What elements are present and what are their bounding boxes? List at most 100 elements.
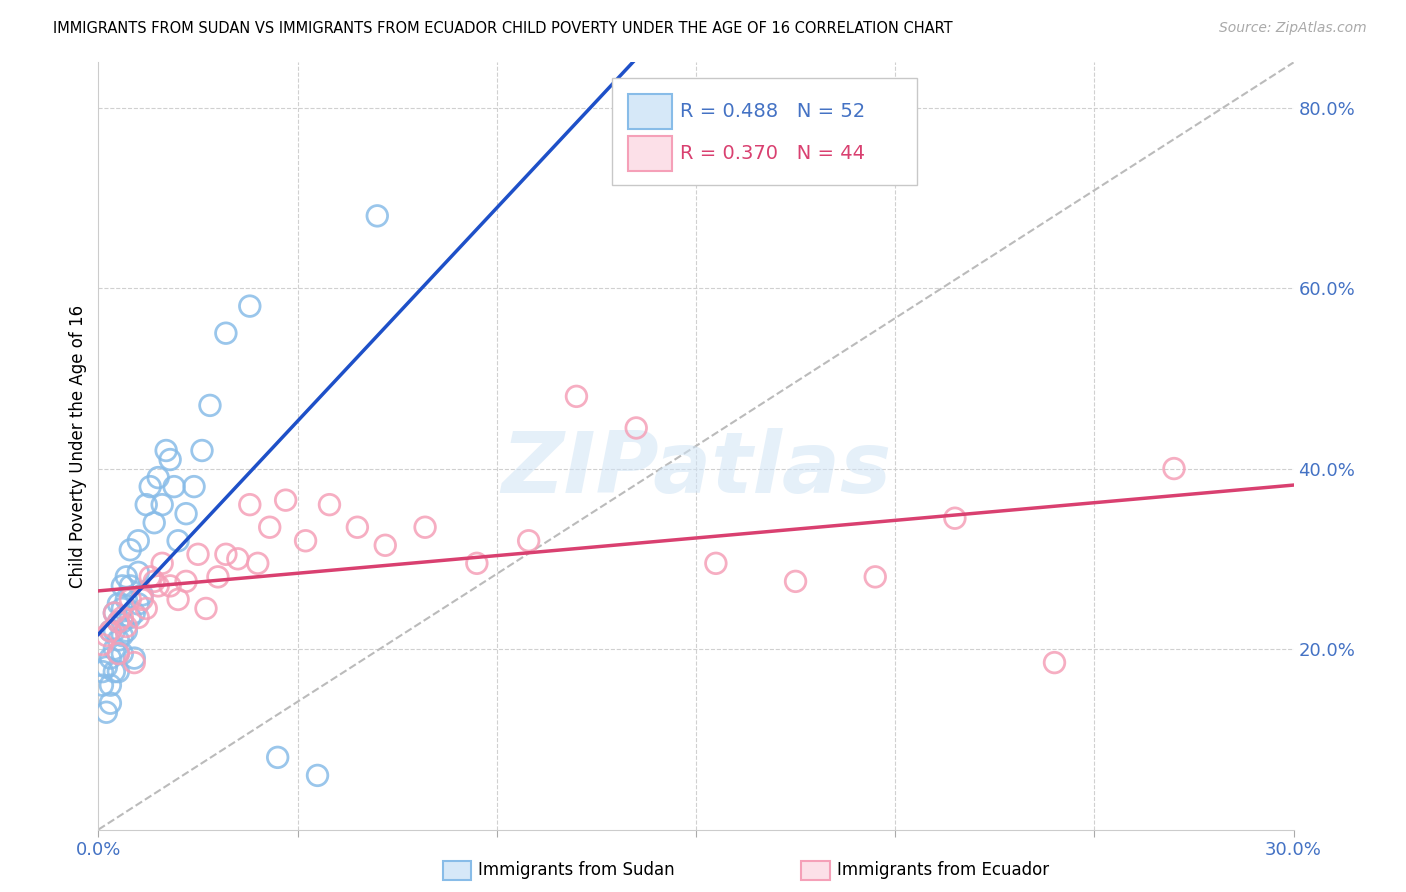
Point (107, 647, 129, 661)
Point (785, 574, 807, 589)
Point (111, 610, 134, 624)
Point (107, 633, 129, 648)
Point (267, 750, 290, 764)
Point (124, 651, 146, 665)
Point (1043, 656, 1066, 670)
Point (98, 651, 122, 665)
Point (465, 557, 488, 571)
Point (91, 665, 114, 679)
Point (103, 624, 125, 638)
Point (115, 592, 138, 607)
Point (91, 638, 114, 652)
Point (163, 480, 186, 494)
FancyBboxPatch shape (613, 78, 917, 186)
FancyBboxPatch shape (628, 136, 672, 171)
FancyBboxPatch shape (628, 94, 672, 129)
Point (103, 606, 125, 620)
Point (155, 443, 177, 458)
Point (111, 601, 134, 615)
Point (139, 570, 162, 584)
Point (187, 547, 209, 561)
Point (167, 592, 190, 607)
Point (704, 557, 727, 571)
Point (346, 520, 368, 534)
Point (183, 480, 205, 494)
Point (107, 665, 129, 679)
Point (191, 443, 214, 458)
Point (96, 705, 118, 719)
Point (943, 511, 966, 525)
Point (115, 570, 138, 584)
Text: Immigrants from Sudan: Immigrants from Sudan (478, 861, 675, 879)
Point (565, 389, 588, 403)
Point (374, 538, 396, 552)
Point (107, 597, 129, 611)
Point (259, 520, 281, 534)
Point (174, 507, 197, 521)
Point (120, 610, 142, 624)
Point (239, 498, 262, 512)
Point (215, 326, 238, 341)
Point (103, 642, 125, 657)
Point (413, 520, 436, 534)
Text: ZIPatlas: ZIPatlas (501, 427, 891, 510)
Point (307, 768, 329, 782)
Point (131, 588, 153, 602)
Point (239, 299, 262, 313)
Point (96, 660, 118, 674)
Point (120, 592, 142, 607)
Point (127, 610, 149, 624)
Point (294, 533, 316, 548)
Point (865, 570, 887, 584)
Point (150, 498, 173, 512)
Point (96, 628, 118, 642)
Point (159, 452, 181, 467)
Point (127, 533, 149, 548)
Point (143, 516, 166, 530)
Text: Source: ZipAtlas.com: Source: ZipAtlas.com (1219, 21, 1367, 35)
Point (626, 421, 648, 435)
Text: Immigrants from Ecuador: Immigrants from Ecuador (837, 861, 1049, 879)
Point (167, 533, 190, 548)
Point (135, 601, 157, 615)
Point (135, 498, 157, 512)
Point (107, 647, 129, 661)
Point (111, 647, 134, 661)
Point (115, 624, 138, 638)
Point (517, 533, 540, 548)
Point (91, 678, 114, 692)
Point (98, 624, 122, 638)
Point (207, 570, 229, 584)
Point (127, 566, 149, 580)
Point (246, 557, 269, 571)
Point (115, 619, 138, 633)
Text: IMMIGRANTS FROM SUDAN VS IMMIGRANTS FROM ECUADOR CHILD POVERTY UNDER THE AGE OF : IMMIGRANTS FROM SUDAN VS IMMIGRANTS FROM… (53, 21, 953, 36)
Point (127, 597, 149, 611)
Text: R = 0.370   N = 44: R = 0.370 N = 44 (681, 145, 866, 163)
Point (98, 696, 122, 710)
Point (107, 615, 129, 629)
Point (366, 209, 388, 223)
Point (274, 493, 297, 508)
Y-axis label: Child Poverty Under the Age of 16: Child Poverty Under the Age of 16 (69, 304, 87, 588)
Point (198, 398, 221, 412)
Point (120, 579, 142, 593)
Point (143, 574, 166, 589)
Point (150, 557, 173, 571)
Point (226, 551, 249, 566)
Point (111, 628, 134, 642)
Point (120, 542, 142, 557)
Point (103, 665, 125, 679)
Point (131, 592, 153, 607)
Point (107, 615, 129, 629)
Point (148, 579, 170, 593)
Point (139, 480, 162, 494)
Point (174, 574, 197, 589)
Point (103, 606, 125, 620)
Point (215, 547, 238, 561)
Point (195, 601, 218, 615)
Point (148, 470, 170, 484)
Point (318, 498, 340, 512)
Point (111, 579, 134, 593)
Text: R = 0.488   N = 52: R = 0.488 N = 52 (681, 102, 866, 121)
